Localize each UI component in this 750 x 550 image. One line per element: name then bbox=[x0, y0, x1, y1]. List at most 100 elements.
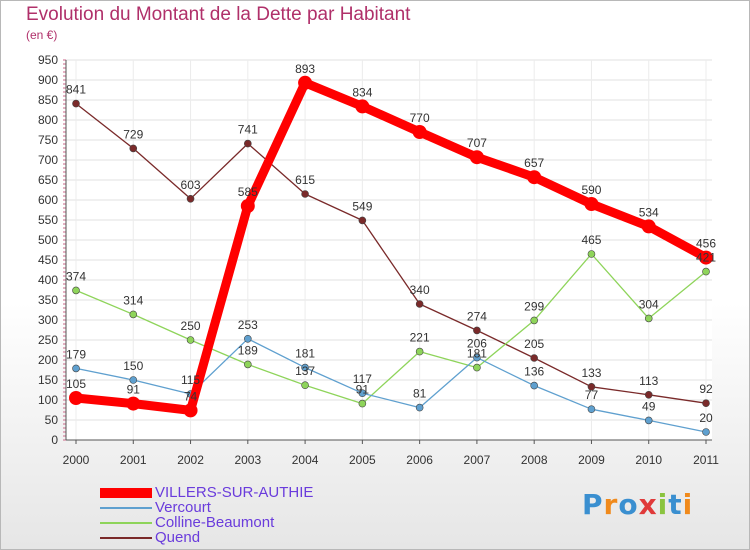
data-label: 179 bbox=[66, 347, 86, 361]
data-point bbox=[298, 75, 313, 90]
x-tick-label: 2011 bbox=[693, 453, 719, 467]
logo-letter: i bbox=[682, 488, 694, 521]
data-point bbox=[530, 316, 538, 325]
chart-unit: (en €) bbox=[26, 28, 58, 42]
series-line bbox=[71, 78, 711, 415]
data-point bbox=[244, 334, 252, 343]
data-point bbox=[644, 390, 653, 399]
data-point bbox=[355, 99, 370, 114]
data-point bbox=[129, 144, 138, 153]
data-point bbox=[699, 250, 713, 265]
legend-swatch bbox=[100, 537, 152, 539]
data-label: 421 bbox=[696, 251, 716, 265]
legend-label: Colline-Beaumont bbox=[155, 514, 275, 531]
data-label: 133 bbox=[581, 366, 601, 380]
logo-letter: P bbox=[582, 488, 604, 521]
data-label: 205 bbox=[524, 337, 544, 351]
y-tick-label: 550 bbox=[38, 213, 58, 227]
legend-label: Vercourt bbox=[155, 499, 211, 516]
data-label: 834 bbox=[352, 85, 372, 99]
y-tick-label: 650 bbox=[38, 173, 58, 187]
data-point bbox=[358, 399, 367, 408]
x-tick-label: 2007 bbox=[464, 453, 491, 467]
data-point bbox=[644, 314, 653, 323]
data-point bbox=[702, 267, 710, 276]
chart-title: Evolution du Montant de la Dette par Hab… bbox=[26, 4, 411, 25]
x-tick-label: 2004 bbox=[292, 453, 319, 467]
y-tick-label: 200 bbox=[38, 353, 58, 367]
data-point bbox=[126, 396, 141, 411]
data-point bbox=[473, 353, 481, 362]
data-point bbox=[244, 360, 252, 369]
data-point bbox=[69, 391, 83, 405]
data-point bbox=[702, 428, 710, 436]
y-tick-label: 750 bbox=[38, 133, 58, 147]
series-line bbox=[75, 338, 707, 433]
data-label: 534 bbox=[639, 205, 659, 219]
data-point bbox=[186, 336, 195, 344]
data-point bbox=[412, 125, 427, 139]
data-point bbox=[415, 403, 424, 412]
data-label: 49 bbox=[642, 399, 656, 413]
data-label: 707 bbox=[467, 136, 487, 150]
y-tick-label: 800 bbox=[38, 113, 58, 127]
data-point bbox=[72, 99, 80, 108]
data-point bbox=[129, 376, 138, 384]
x-tick-label: 2009 bbox=[578, 453, 605, 467]
data-label: 841 bbox=[66, 83, 86, 97]
data-label: 91 bbox=[127, 383, 141, 397]
y-tick-label: 500 bbox=[38, 233, 58, 247]
data-point bbox=[240, 199, 255, 213]
x-tick-label: 2005 bbox=[349, 453, 376, 467]
x-tick-label: 2006 bbox=[406, 453, 433, 467]
y-tick-label: 450 bbox=[38, 253, 58, 267]
data-point bbox=[587, 405, 596, 414]
y-tick-label: 950 bbox=[38, 53, 58, 67]
logo-letter: r bbox=[603, 488, 619, 521]
x-tick-label: 2001 bbox=[120, 453, 147, 467]
data-label: 91 bbox=[356, 383, 370, 397]
data-label: 117 bbox=[353, 372, 372, 386]
data-label: 314 bbox=[123, 293, 143, 307]
data-point bbox=[530, 381, 538, 390]
data-label: 150 bbox=[123, 359, 143, 373]
data-label: 603 bbox=[181, 178, 201, 192]
y-tick-label: 300 bbox=[38, 313, 58, 327]
data-point bbox=[469, 150, 484, 165]
y-tick-label: 600 bbox=[38, 193, 58, 207]
data-label: 465 bbox=[581, 233, 601, 247]
data-point bbox=[644, 416, 653, 425]
x-tick-label: 2000 bbox=[63, 453, 90, 467]
series-line bbox=[75, 253, 707, 405]
data-label: 741 bbox=[238, 123, 258, 137]
data-label: 181 bbox=[295, 347, 315, 361]
data-point bbox=[186, 195, 195, 203]
y-tick-label: 150 bbox=[38, 373, 58, 387]
data-label: 657 bbox=[524, 156, 544, 170]
data-label: 81 bbox=[413, 387, 427, 401]
data-point bbox=[473, 326, 481, 335]
data-label: 549 bbox=[352, 199, 372, 213]
x-tick-label: 2008 bbox=[521, 453, 548, 467]
data-label: 253 bbox=[238, 318, 258, 332]
data-point bbox=[587, 382, 596, 391]
data-point bbox=[641, 219, 656, 234]
x-tick-label: 2003 bbox=[234, 453, 261, 467]
data-point bbox=[358, 389, 367, 398]
legend-swatch bbox=[100, 507, 152, 509]
data-label: 893 bbox=[295, 62, 315, 76]
data-label: 92 bbox=[699, 382, 713, 396]
legend-swatch bbox=[100, 522, 152, 524]
data-point bbox=[358, 216, 367, 225]
data-point bbox=[587, 250, 596, 258]
data-point bbox=[473, 363, 481, 372]
data-label: 105 bbox=[66, 377, 86, 391]
y-tick-label: 700 bbox=[38, 153, 58, 167]
data-point bbox=[72, 286, 80, 295]
logo-letter: o bbox=[618, 488, 639, 521]
data-label: 221 bbox=[410, 331, 430, 345]
data-point bbox=[301, 381, 309, 390]
data-point bbox=[415, 300, 424, 308]
data-label: 181 bbox=[467, 347, 487, 361]
